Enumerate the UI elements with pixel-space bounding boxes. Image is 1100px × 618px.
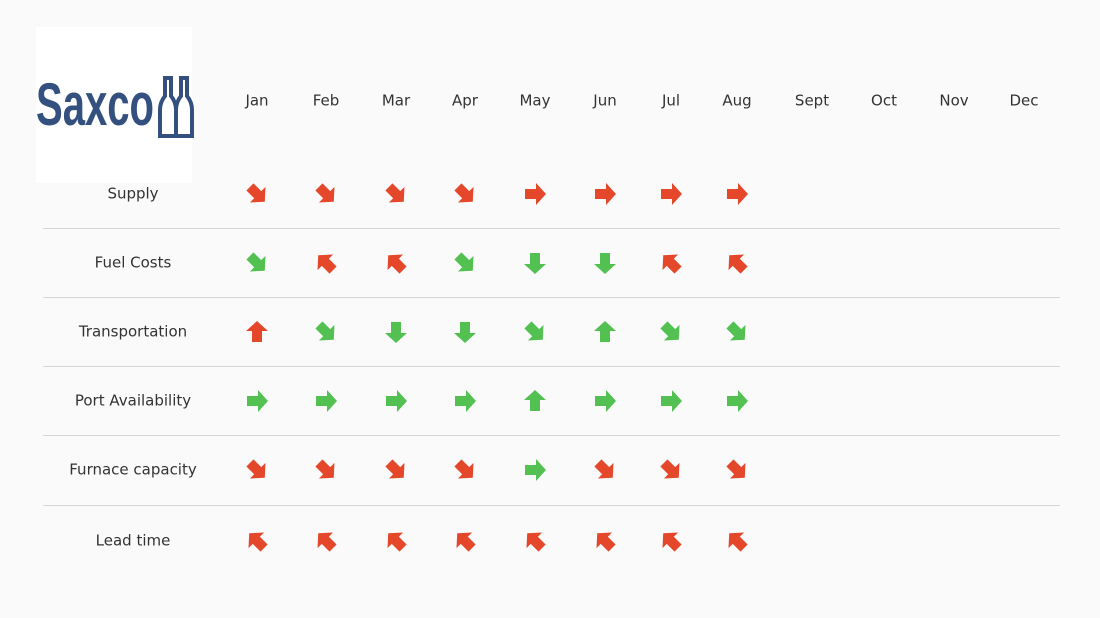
trend-arrow — [454, 322, 476, 343]
logo-box — [36, 27, 192, 183]
trend-arrow — [524, 321, 544, 341]
month-header: May — [519, 92, 550, 110]
trend-arrow — [456, 532, 476, 552]
row-label: Supply — [107, 185, 158, 203]
trend-arrow — [594, 321, 616, 342]
trend-arrow — [315, 459, 335, 479]
trend-arrow — [317, 254, 337, 274]
logo-bottle — [174, 76, 194, 138]
trend-arrow — [317, 532, 337, 552]
trend-arrow — [525, 459, 546, 481]
trend-arrow — [385, 183, 405, 203]
trend-arrow — [385, 322, 407, 343]
month-header: Mar — [382, 92, 411, 110]
trend-arrow — [726, 321, 746, 341]
logo: Saxco — [36, 27, 194, 183]
trend-arrow — [594, 459, 614, 479]
month-header: Oct — [871, 92, 897, 110]
trend-arrow — [247, 390, 268, 412]
row-label: Lead time — [96, 532, 171, 550]
logo-text: Saxco — [36, 71, 154, 138]
trend-arrow — [385, 459, 405, 479]
trend-arrow — [315, 321, 335, 341]
trend-arrow — [727, 390, 748, 412]
month-header: Jun — [592, 92, 616, 110]
month-header: Nov — [939, 92, 968, 110]
trend-arrow — [454, 183, 474, 203]
trend-arrow — [387, 532, 407, 552]
trend-arrow — [246, 252, 266, 272]
trend-arrow — [596, 532, 616, 552]
month-header: Sept — [795, 92, 829, 110]
trend-arrow — [661, 183, 682, 205]
trend-arrow — [454, 459, 474, 479]
trend-arrow — [594, 253, 616, 274]
month-header: Feb — [313, 92, 340, 110]
trend-arrow — [525, 183, 546, 205]
row-label: Port Availability — [75, 392, 191, 410]
month-header: Jul — [661, 92, 680, 110]
trend-arrow — [728, 254, 748, 274]
trend-arrow — [246, 183, 266, 203]
month-header: Apr — [452, 92, 479, 110]
trend-arrow — [455, 390, 476, 412]
trend-arrow — [660, 321, 680, 341]
trend-arrow — [595, 390, 616, 412]
row-label: Transportation — [78, 323, 187, 341]
trend-arrow — [246, 321, 268, 342]
trend-arrow — [315, 183, 335, 203]
trend-arrow — [454, 252, 474, 272]
trend-arrow — [660, 459, 680, 479]
trend-arrow — [662, 254, 682, 274]
trend-arrow — [248, 532, 268, 552]
trend-arrow — [386, 390, 407, 412]
trend-arrow — [387, 254, 407, 274]
month-header: Jan — [244, 92, 268, 110]
trend-arrow — [727, 183, 748, 205]
trend-arrow — [662, 532, 682, 552]
trend-arrow — [524, 253, 546, 274]
trend-arrow — [246, 459, 266, 479]
trend-arrow — [524, 390, 546, 411]
row-label: Fuel Costs — [95, 254, 172, 272]
trend-arrow — [526, 532, 546, 552]
trend-arrow — [595, 183, 616, 205]
month-header: Aug — [722, 92, 751, 110]
row-label: Furnace capacity — [69, 461, 197, 479]
month-header: Dec — [1009, 92, 1038, 110]
trend-arrow — [661, 390, 682, 412]
trend-arrow — [726, 459, 746, 479]
trend-arrow — [728, 532, 748, 552]
trend-arrow — [316, 390, 337, 412]
